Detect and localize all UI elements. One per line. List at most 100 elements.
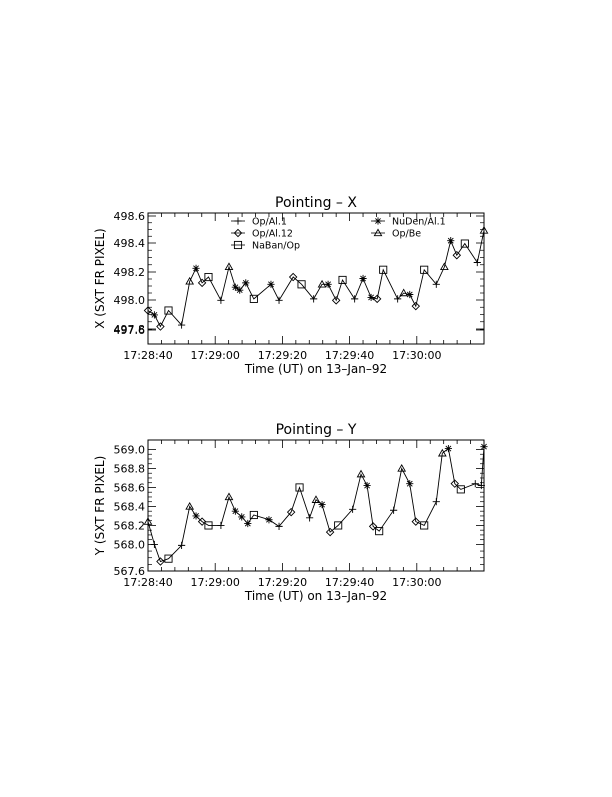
legend-label: NaBan/Op	[252, 241, 300, 252]
data-point-square	[420, 521, 429, 530]
data-point-square	[204, 272, 213, 282]
data-point-square	[460, 239, 469, 248]
data-point-asterisk	[359, 274, 367, 283]
data-point-asterisk	[363, 481, 371, 490]
data-point-asterisk	[192, 264, 200, 272]
y-tick-label: 568.0	[114, 538, 146, 551]
data-point-triangle	[311, 495, 321, 503]
legend-label: NuDen/Al.1	[392, 217, 446, 228]
data-point-triangle	[397, 463, 407, 472]
data-point-square	[334, 521, 343, 530]
data-point-asterisk	[150, 311, 158, 319]
x-tick-label: 17:29:00	[190, 349, 239, 362]
data-point-asterisk	[444, 444, 452, 453]
data-point-diamond	[156, 322, 165, 331]
data-point-asterisk	[318, 500, 326, 509]
y-tick-label: 498.6	[114, 210, 146, 223]
data-point-diamond	[450, 479, 460, 488]
chart-title: Pointing – Y	[276, 422, 357, 438]
data-point-diamond	[372, 294, 382, 304]
data-point-plus	[275, 522, 283, 530]
x-tick-label: 17:29:40	[325, 576, 374, 589]
data-point-plus	[471, 480, 479, 488]
x-tick-label: 17:28:40	[123, 576, 172, 589]
data-point-plus	[178, 541, 186, 549]
y-tick-label: 568.6	[114, 481, 146, 494]
pointing-x-panel: Pointing – X 17:28:40 17:29:00 17:29:20 17:2…	[93, 195, 489, 376]
y-axis-title: X (SXT FR PIXEL)	[93, 228, 107, 329]
x-tick-label: 17:30:00	[392, 349, 441, 362]
data-point-plus	[275, 296, 283, 304]
data-point-plus	[349, 505, 357, 513]
data-point-plus	[390, 506, 398, 514]
y-tick-label: 498.0	[114, 294, 146, 307]
data-point-diamond	[452, 250, 462, 260]
data-point-square	[295, 483, 304, 492]
x-tick-label: 17:29:00	[190, 576, 239, 589]
data-point-asterisk	[236, 286, 244, 294]
data-point-diamond	[325, 527, 335, 537]
plot-frame	[147, 439, 485, 572]
data-point-diamond	[197, 517, 207, 526]
y-tick-label: 497.8	[114, 323, 146, 336]
series-line	[147, 230, 485, 328]
series-line	[147, 446, 485, 563]
data-point-plus	[394, 295, 402, 303]
data-point-diamond	[411, 301, 421, 311]
data-point-triangle	[224, 262, 234, 271]
data-point-asterisk	[447, 237, 455, 245]
data-point-diamond	[286, 507, 296, 517]
data-point-diamond	[368, 522, 378, 531]
data-point-asterisk	[406, 290, 414, 299]
y-axis-title: Y (SXT FR PIXEL)	[93, 456, 107, 557]
data-point-square	[338, 275, 347, 285]
data-point-triangle	[185, 276, 195, 285]
y-tick-label: 498.4	[114, 237, 146, 250]
data-point-triangle	[224, 492, 234, 501]
x-axis-title: Time (UT) on 13–Jan–92	[244, 362, 387, 376]
data-point-triangle	[399, 288, 409, 297]
data-point-asterisk	[267, 280, 275, 288]
data-point-square	[204, 521, 213, 530]
data-point-plus	[310, 295, 318, 303]
data-point-asterisk	[265, 516, 273, 524]
data-point-asterisk	[406, 480, 414, 488]
data-point-asterisk	[231, 507, 239, 515]
data-point-square	[379, 265, 388, 274]
data-point-asterisk	[238, 513, 246, 521]
data-point-square	[249, 510, 258, 520]
data-point-plus	[473, 258, 481, 267]
x-tick-label: 17:29:20	[258, 349, 307, 362]
x-axis-title: Time (UT) on 13–Jan–92	[244, 589, 387, 603]
data-point-diamond	[288, 272, 298, 282]
data-point-plus	[432, 280, 440, 288]
data-point-diamond	[331, 296, 341, 305]
pointing-y-panel: Pointing – Y 17:28:40 17:29:00 17:29:20 17:2…	[93, 422, 488, 603]
data-point-plus	[306, 514, 314, 522]
y-tick-label: 569.0	[114, 443, 146, 456]
data-point-square	[164, 554, 173, 563]
data-point-asterisk	[367, 293, 375, 302]
plot-frame	[147, 212, 485, 345]
data-point-square	[375, 527, 384, 536]
data-point-diamond	[197, 278, 207, 288]
x-tick-label: 17:29:40	[325, 349, 374, 362]
legend-marker-triangle	[373, 228, 383, 237]
data-point-triangle	[439, 262, 449, 271]
data-point-square	[456, 485, 465, 494]
data-point-asterisk	[324, 280, 332, 288]
data-point-square	[249, 294, 258, 303]
data-point-triangle	[185, 501, 195, 510]
data-point-plus	[217, 296, 225, 304]
x-tick-label: 17:30:00	[392, 576, 441, 589]
data-point-plus	[432, 498, 440, 506]
legend-label: Op/Al.1	[252, 217, 287, 228]
data-point-square	[297, 280, 306, 289]
data-point-asterisk	[242, 279, 250, 287]
data-point-asterisk	[244, 519, 252, 528]
y-tick-label: 568.2	[114, 519, 146, 532]
data-point-plus	[217, 521, 225, 530]
legend-marker-diamond	[233, 228, 243, 238]
